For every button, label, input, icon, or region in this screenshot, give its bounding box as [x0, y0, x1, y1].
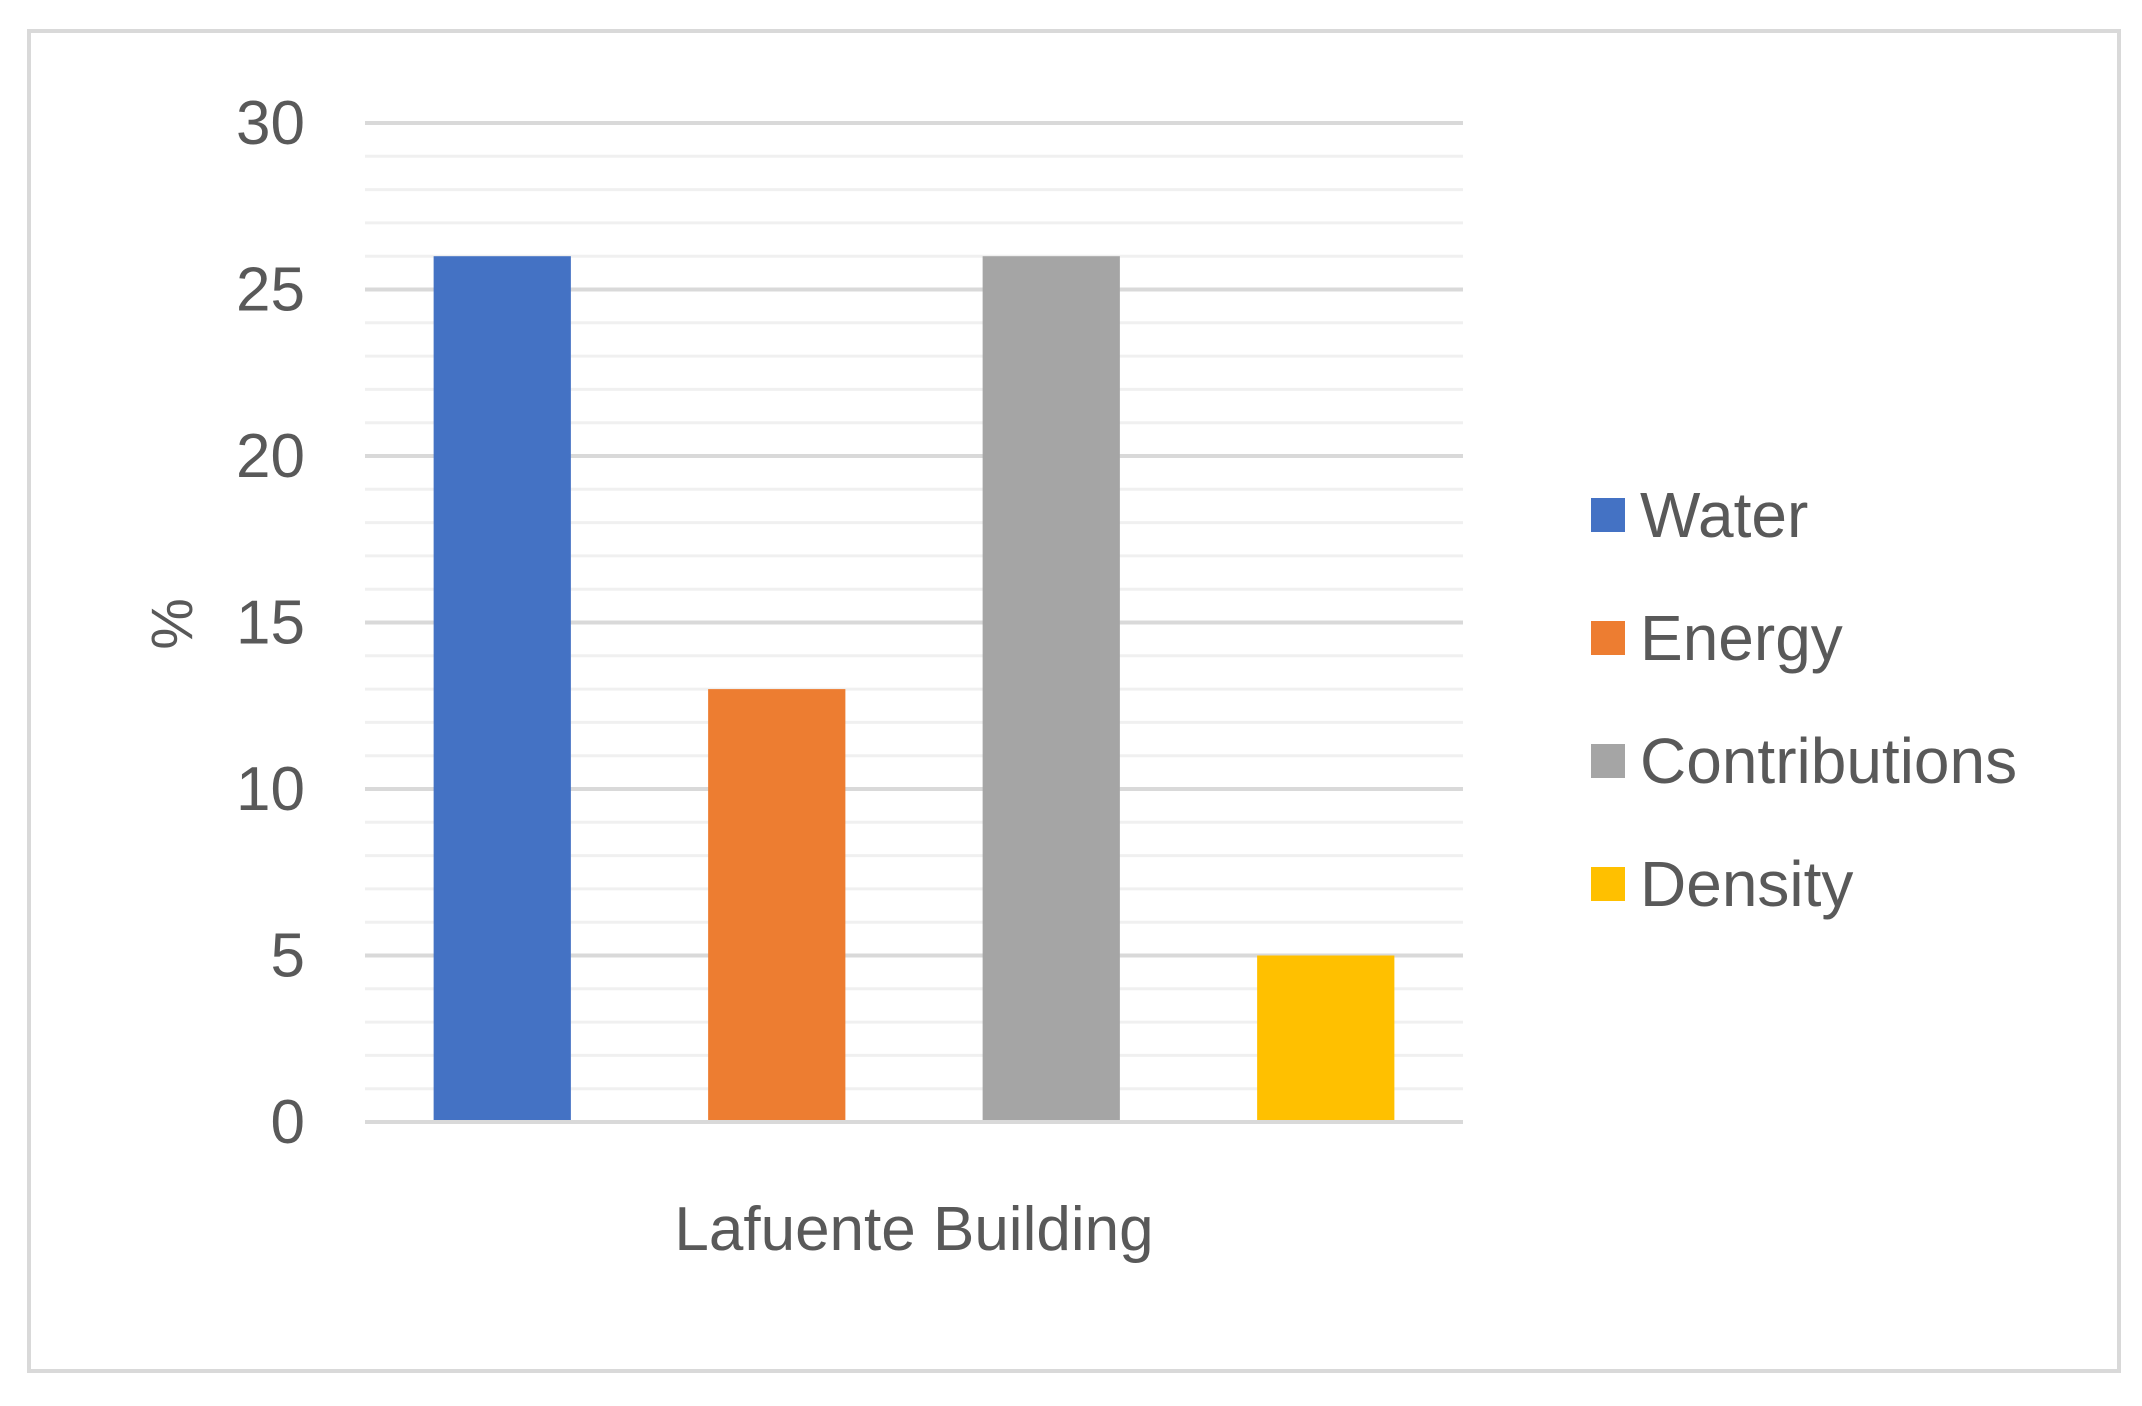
legend-swatch-water: [1591, 498, 1625, 532]
bar-water: [433, 256, 571, 1122]
legend: Water Energy Contributions Density: [1591, 479, 2017, 920]
y-tick-label: 5: [271, 922, 305, 991]
bar-energy: [708, 689, 846, 1122]
y-tick-label: 20: [236, 422, 305, 491]
y-tick-label: 25: [236, 256, 305, 325]
legend-label-density: Density: [1640, 848, 1853, 920]
legend-label-energy: Energy: [1640, 602, 1843, 674]
y-tick-label: 0: [271, 1088, 305, 1157]
bar-density: [1257, 955, 1395, 1122]
y-axis-label: %: [140, 598, 205, 650]
y-tick-label: 30: [236, 89, 305, 158]
y-tick-label: 10: [236, 755, 305, 824]
legend-label-contributions: Contributions: [1640, 725, 2017, 797]
y-axis-ticks: 0 5 10 15 20 25 30: [236, 89, 305, 1157]
legend-swatch-density: [1591, 867, 1625, 901]
bars: [433, 256, 1395, 1122]
legend-swatch-energy: [1591, 621, 1625, 655]
legend-swatch-contributions: [1591, 744, 1625, 778]
y-tick-label: 15: [236, 589, 305, 658]
legend-label-water: Water: [1640, 479, 1808, 551]
bar-contributions: [982, 256, 1120, 1122]
x-category-label: Lafuente Building: [674, 1195, 1153, 1264]
